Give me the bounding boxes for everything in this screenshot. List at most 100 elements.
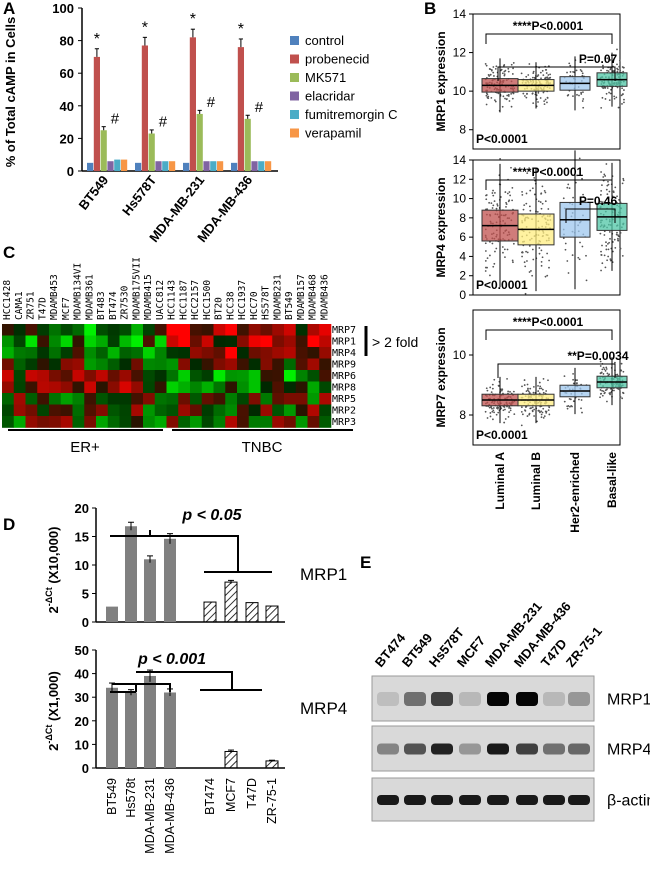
data-point <box>501 72 504 75</box>
data-point <box>540 249 543 252</box>
heatmap-cell <box>248 347 261 359</box>
heatmap-cell <box>213 324 226 336</box>
data-point <box>622 179 625 182</box>
heatmap-cell <box>84 404 97 417</box>
heatmap-cell <box>37 404 50 417</box>
heatmap-cell <box>84 370 97 382</box>
data-point <box>580 91 582 94</box>
y-tick-label: 4 <box>459 249 466 263</box>
data-point <box>613 238 616 241</box>
data-point <box>528 205 531 208</box>
heatmap-cell <box>119 381 132 394</box>
data-point <box>605 241 607 244</box>
data-point <box>609 258 612 261</box>
data-point <box>536 75 539 78</box>
blot-band <box>487 692 509 706</box>
data-point <box>564 248 567 251</box>
data-point <box>491 407 493 410</box>
data-point <box>507 67 510 70</box>
data-point <box>540 260 543 263</box>
data-point <box>542 377 545 380</box>
panel-c-fold-label: > 2 fold <box>372 334 418 350</box>
blot-band <box>568 692 590 706</box>
data-point <box>567 183 570 186</box>
data-point <box>549 73 552 76</box>
data-point <box>566 71 568 74</box>
sig-main-label: ****P<0.0001 <box>513 19 584 33</box>
sig-sub-label: P=0.07 <box>579 52 618 66</box>
data-point <box>511 259 514 262</box>
heatmap-cell <box>178 404 191 417</box>
panel-a-legend: control probenecid MK571 elacridar fumitremo… <box>290 33 397 141</box>
cell-line-label: T47D <box>37 297 48 320</box>
data-point <box>602 366 605 369</box>
data-point <box>491 242 494 245</box>
heatmap-cell <box>154 370 167 382</box>
legend-swatch <box>290 36 299 45</box>
heatmap-cell <box>225 404 238 417</box>
data-point <box>581 72 584 75</box>
corner-pvalue: P<0.0001 <box>476 278 528 292</box>
data-point <box>608 241 611 244</box>
panel-d-ylabel-bottom: 2-ΔCt (X1,000) <box>44 671 61 751</box>
bar-fumitremorgin-C <box>114 159 121 171</box>
panel-c-heatmap: HCC1428 CAMA1 ZR751 T47D MDAMB453 MCF7 MDAMB13… <box>2 257 418 456</box>
data-point <box>620 94 623 97</box>
data-point <box>617 235 620 238</box>
data-point <box>600 69 602 72</box>
data-point <box>578 94 580 97</box>
corner-pvalue: P<0.0001 <box>476 132 528 146</box>
data-point <box>605 248 608 251</box>
heatmap-cell <box>131 404 144 417</box>
data-point <box>528 245 531 247</box>
data-point <box>572 196 574 199</box>
data-point <box>507 390 510 393</box>
data-point <box>616 231 618 234</box>
data-point <box>542 391 545 394</box>
heatmap-cell <box>237 404 250 417</box>
sig-main-label: ****P<0.0001 <box>513 165 584 179</box>
heatmap-cell <box>237 370 250 382</box>
gene-label: MRP8 <box>332 383 356 394</box>
data-point <box>544 200 547 203</box>
data-point <box>505 205 507 208</box>
data-point <box>581 74 584 77</box>
data-point <box>528 63 531 65</box>
data-point <box>568 62 571 65</box>
significance-star: * <box>142 19 148 36</box>
heatmap-cell <box>272 381 285 394</box>
data-point <box>539 201 542 203</box>
data-point <box>502 409 505 412</box>
x-category-label: Luminal B <box>529 452 543 510</box>
heatmap-cell <box>284 358 297 371</box>
cell-line-label: MDAMB175VII <box>131 257 142 320</box>
cell-line-label: ZR751 <box>26 291 37 320</box>
heatmap-cell <box>284 416 297 428</box>
data-point <box>499 157 502 160</box>
heatmap-cell <box>49 381 62 394</box>
data-point <box>601 184 603 187</box>
heatmap-cell <box>72 381 85 394</box>
data-point <box>576 382 578 384</box>
legend-swatch <box>290 91 299 101</box>
heatmap-cell <box>49 370 62 382</box>
bar <box>164 538 176 622</box>
sig-sub-label: **P=0.0034 <box>567 349 628 363</box>
sig-bracket-main <box>485 329 613 340</box>
data-point <box>532 386 535 388</box>
heatmap-cell <box>107 324 120 336</box>
data-point <box>545 410 548 413</box>
data-point <box>619 69 622 72</box>
bar-probenecid <box>189 37 196 172</box>
data-point <box>540 416 543 419</box>
data-point <box>606 400 608 403</box>
data-point <box>528 271 531 273</box>
data-point <box>623 89 625 91</box>
heatmap-cell <box>84 416 97 428</box>
heatmap-cell <box>131 358 144 371</box>
data-point <box>603 368 606 371</box>
data-point <box>520 410 523 413</box>
bar-probenecid <box>141 45 148 171</box>
data-point <box>490 69 493 71</box>
data-point <box>606 184 609 187</box>
